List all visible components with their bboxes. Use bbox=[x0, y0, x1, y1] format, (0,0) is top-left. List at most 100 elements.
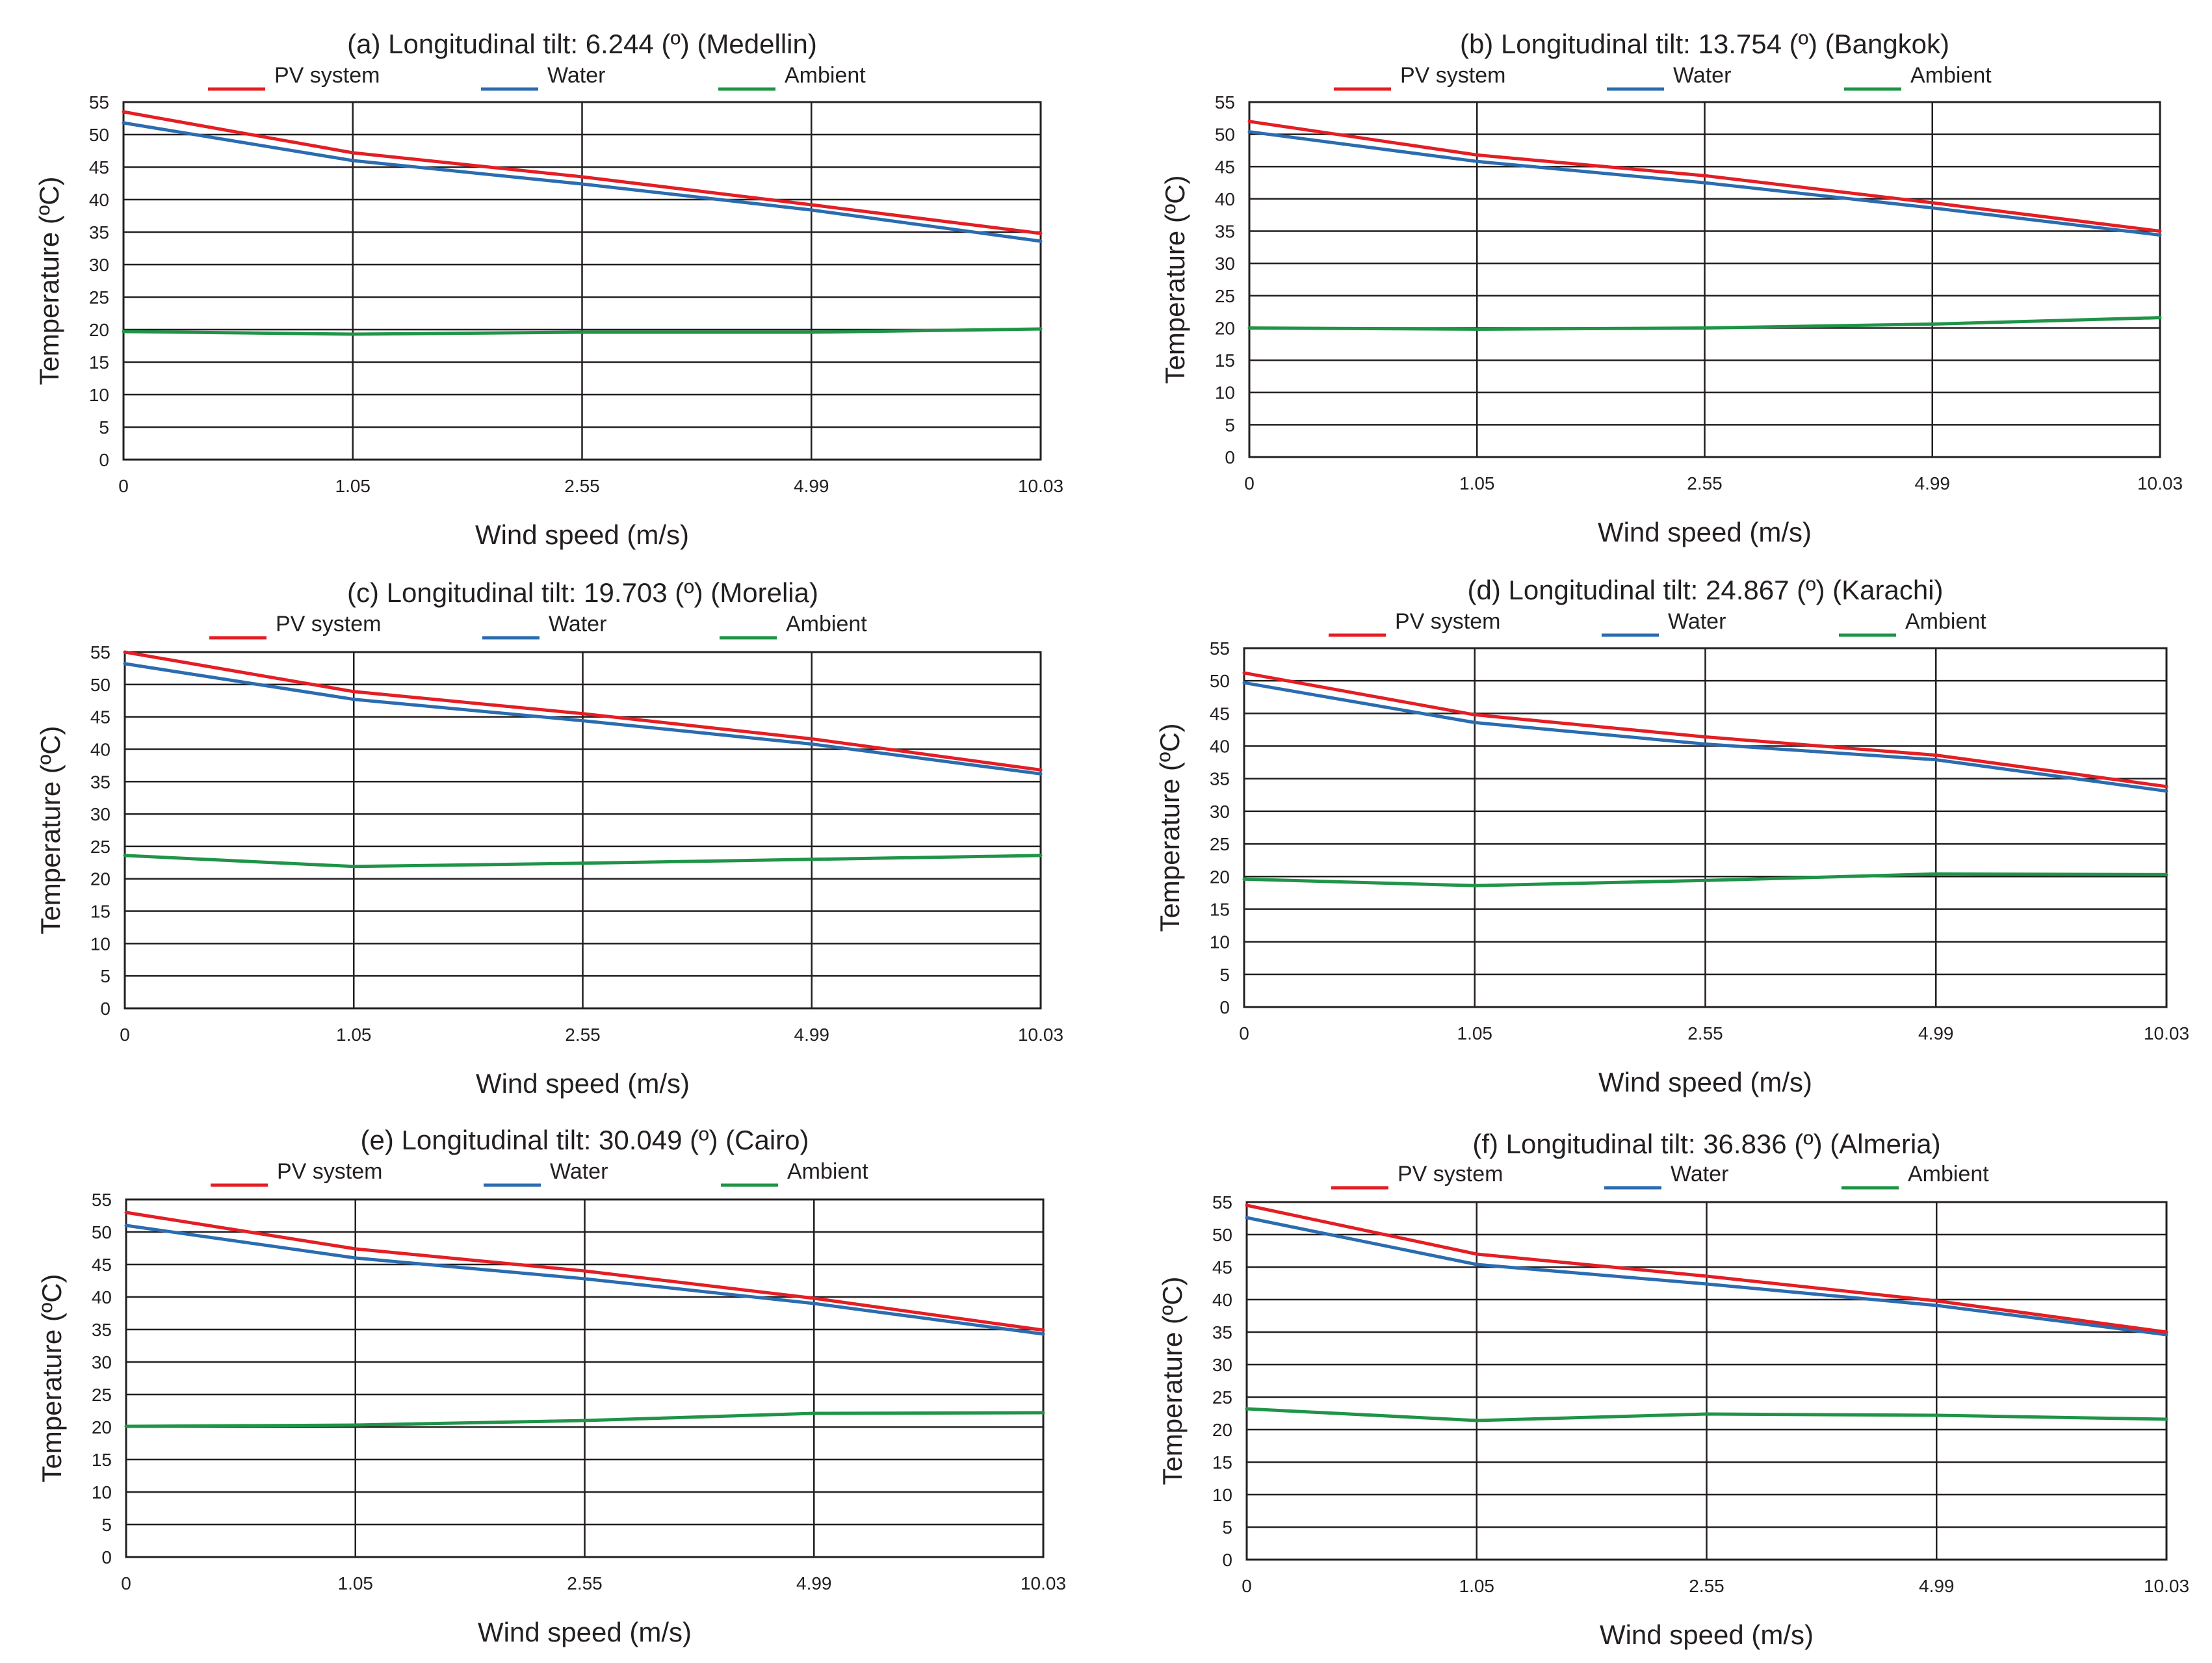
y-tick-label: 45 bbox=[90, 707, 111, 727]
legend-label-ambient: Ambient bbox=[786, 612, 867, 636]
y-tick-label: 35 bbox=[89, 222, 109, 242]
y-tick-label: 20 bbox=[1212, 1420, 1232, 1440]
y-tick-label: 30 bbox=[89, 255, 109, 275]
y-tick-label: 0 bbox=[99, 450, 109, 470]
y-tick-label: 15 bbox=[1210, 899, 1230, 919]
x-tick-label: 0 bbox=[1242, 1576, 1252, 1596]
y-tick-label: 0 bbox=[1225, 447, 1235, 467]
y-tick-label: 0 bbox=[1219, 997, 1230, 1017]
y-tick-label: 35 bbox=[1215, 222, 1235, 242]
x-axis-label: Wind speed (m/s) bbox=[1598, 517, 1812, 547]
y-tick-label: 55 bbox=[89, 92, 109, 112]
y-tick-label: 10 bbox=[1215, 383, 1235, 403]
plot-frame bbox=[1245, 1201, 2168, 1561]
legend-label-pv-system: PV system bbox=[274, 63, 380, 88]
x-tick-label: 2.55 bbox=[567, 1573, 603, 1593]
x-tick-label: 1.05 bbox=[1457, 1023, 1493, 1043]
x-tick-label: 1.05 bbox=[335, 476, 371, 496]
y-tick-label: 5 bbox=[1219, 965, 1230, 985]
x-tick-label: 0 bbox=[121, 1573, 131, 1593]
y-tick-label: 40 bbox=[90, 739, 111, 759]
y-tick-label: 35 bbox=[1212, 1322, 1232, 1342]
y-tick-label: 55 bbox=[1210, 638, 1230, 659]
series-line-water bbox=[122, 121, 1043, 243]
x-tick-label: 0 bbox=[1239, 1023, 1249, 1043]
y-tick-label: 50 bbox=[90, 675, 111, 695]
legend-label-water: Water bbox=[1671, 1162, 1728, 1186]
x-tick-label: 4.99 bbox=[794, 1025, 830, 1045]
y-tick-label: 50 bbox=[1215, 125, 1235, 145]
legend-label-pv-system: PV system bbox=[276, 612, 381, 636]
plot-frame bbox=[122, 101, 1042, 461]
x-tick-label: 2.55 bbox=[1689, 1576, 1724, 1596]
y-tick-label: 55 bbox=[1215, 92, 1235, 112]
chart-panel-4: (d) Longitudinal tilt: 24.867 (º) (Karac… bbox=[1154, 575, 2189, 1097]
y-tick-label: 35 bbox=[92, 1320, 112, 1340]
series-line-ambient bbox=[1247, 316, 2162, 331]
x-tick-label: 10.03 bbox=[1018, 476, 1063, 496]
x-axis-label: Wind speed (m/s) bbox=[475, 519, 689, 550]
legend: PV system Water Ambient bbox=[211, 1159, 868, 1187]
x-tick-label: 10.03 bbox=[1018, 1025, 1063, 1045]
y-tick-label: 55 bbox=[92, 1190, 112, 1210]
y-tick-label: 10 bbox=[1210, 932, 1230, 952]
y-tick-label: 5 bbox=[1225, 415, 1235, 435]
x-tick-label: 10.03 bbox=[2137, 473, 2183, 493]
y-tick-label: 20 bbox=[1210, 867, 1230, 887]
y-tick-label: 5 bbox=[100, 966, 111, 986]
y-tick-label: 10 bbox=[1212, 1485, 1232, 1505]
series-line-water bbox=[124, 1224, 1045, 1336]
x-tick-label: 1.05 bbox=[1459, 473, 1495, 493]
y-tick-label: 10 bbox=[89, 385, 109, 405]
legend-label-water: Water bbox=[549, 612, 606, 636]
y-tick-label: 5 bbox=[99, 417, 109, 438]
legend-label-ambient: Ambient bbox=[787, 1159, 868, 1184]
series-line-ambient bbox=[122, 327, 1043, 336]
y-tick-label: 0 bbox=[100, 999, 111, 1019]
series-line-ambient bbox=[1245, 1407, 2168, 1422]
x-tick-label: 2.55 bbox=[564, 476, 600, 496]
x-tick-label: 0 bbox=[118, 476, 129, 496]
y-tick-label: 15 bbox=[1212, 1452, 1232, 1473]
y-tick-label: 40 bbox=[89, 190, 109, 210]
y-tick-label: 20 bbox=[1215, 318, 1235, 338]
chart-title: (c) Longitudinal tilt: 19.703 (º) (Morel… bbox=[347, 577, 818, 608]
legend: PV system Water Ambient bbox=[1329, 609, 1986, 637]
chart-panel-5: (e) Longitudinal tilt: 30.049 (º) (Cairo… bbox=[36, 1125, 1066, 1647]
y-tick-label: 40 bbox=[1210, 737, 1230, 757]
legend: PV system Water Ambient bbox=[208, 63, 866, 91]
series-line-pv-system bbox=[1247, 120, 2162, 233]
series-line-water bbox=[1242, 681, 2168, 793]
y-tick-label: 30 bbox=[1210, 802, 1230, 822]
legend-label-ambient: Ambient bbox=[1905, 609, 1986, 634]
y-tick-label: 15 bbox=[1215, 350, 1235, 371]
series-line-pv-system bbox=[122, 110, 1043, 235]
y-axis-label: Temperature (ºC) bbox=[36, 1274, 67, 1482]
y-tick-label: 30 bbox=[92, 1352, 112, 1372]
plot-frame bbox=[1248, 101, 2161, 458]
y-tick-label: 25 bbox=[1212, 1387, 1232, 1408]
y-axis-label: Temperature (ºC) bbox=[1157, 1276, 1188, 1485]
y-tick-label: 5 bbox=[101, 1515, 112, 1535]
chart-panel-3: (c) Longitudinal tilt: 19.703 (º) (Morel… bbox=[35, 577, 1063, 1099]
y-tick-label: 20 bbox=[90, 869, 111, 889]
plot-frame bbox=[124, 651, 1042, 1010]
series-line-ambient bbox=[1242, 872, 2168, 887]
y-tick-label: 20 bbox=[89, 320, 109, 340]
legend-label-ambient: Ambient bbox=[785, 63, 866, 88]
y-tick-label: 35 bbox=[1210, 769, 1230, 789]
x-tick-label: 10.03 bbox=[1021, 1573, 1066, 1593]
chart-title: (f) Longitudinal tilt: 36.836 (º) (Almer… bbox=[1472, 1129, 1940, 1159]
x-tick-label: 1.05 bbox=[336, 1025, 372, 1045]
y-tick-label: 25 bbox=[1215, 286, 1235, 306]
y-tick-label: 50 bbox=[89, 125, 109, 145]
x-tick-label: 2.55 bbox=[1687, 1023, 1723, 1043]
series-line-pv-system bbox=[1242, 671, 2168, 789]
legend-label-water: Water bbox=[1668, 609, 1726, 634]
y-tick-label: 35 bbox=[90, 772, 111, 792]
legend-label-ambient: Ambient bbox=[1908, 1162, 1989, 1186]
x-tick-label: 4.99 bbox=[1915, 473, 1951, 493]
x-tick-label: 4.99 bbox=[1918, 1023, 1954, 1043]
y-tick-label: 40 bbox=[1215, 189, 1235, 209]
